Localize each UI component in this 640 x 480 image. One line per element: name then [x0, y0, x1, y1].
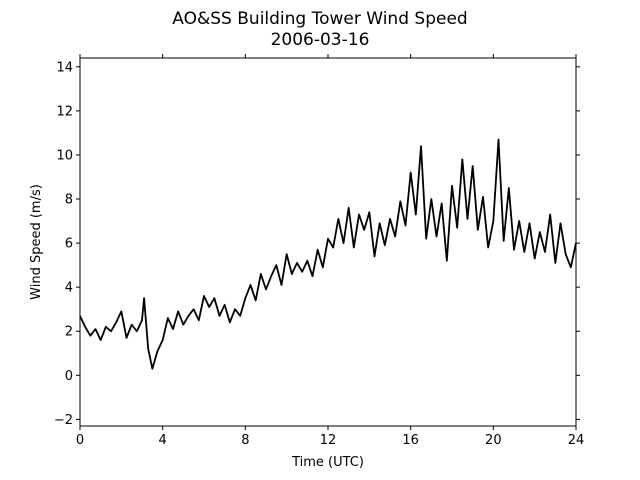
x-tick-label: 0	[76, 433, 84, 448]
wind-speed-line	[79, 138, 577, 370]
y-tick-label: 0	[65, 369, 73, 384]
y-tick-label: 12	[56, 104, 73, 119]
y-tick-label: 14	[56, 60, 73, 75]
x-axis-ticks: 0 4 8 12 16 20 24	[76, 54, 584, 448]
y-tick-label: 4	[65, 281, 73, 296]
y-axis-ticks: −2 0 2 4 6 8 10 12 14	[54, 60, 580, 428]
y-axis-label: Wind Speed (m/s)	[29, 184, 44, 300]
x-tick-label: 24	[568, 433, 585, 448]
y-tick-label: 10	[56, 148, 73, 163]
x-tick-label: 4	[159, 433, 167, 448]
x-tick-label: 12	[320, 433, 337, 448]
x-tick-label: 16	[402, 433, 419, 448]
y-tick-label: −2	[54, 413, 73, 428]
x-tick-label: 8	[241, 433, 249, 448]
x-tick-label: 20	[485, 433, 502, 448]
y-tick-label: 8	[65, 193, 73, 208]
chart-subtitle: 2006-03-16	[271, 30, 370, 50]
y-tick-label: 2	[65, 325, 73, 340]
chart-title: AO&SS Building Tower Wind Speed	[172, 9, 467, 29]
x-axis-label: Time (UTC)	[291, 455, 364, 470]
y-tick-label: 6	[65, 237, 73, 252]
